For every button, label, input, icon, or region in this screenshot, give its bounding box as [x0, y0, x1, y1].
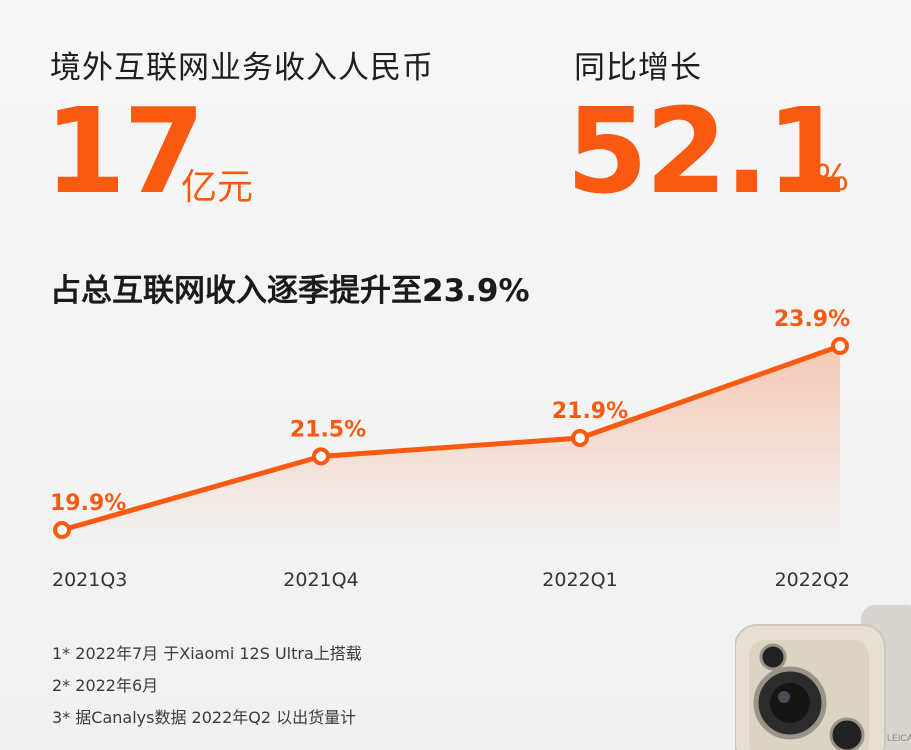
growth-value: 52.1 — [566, 82, 848, 220]
phone-badge: LEICA — [887, 733, 911, 743]
data-label-2022Q2: 23.9% — [774, 307, 850, 332]
footnote-3: 3* 据Canalys数据 2022年Q2 以出货量计 — [52, 708, 357, 727]
footnote-1: 1* 2022年7月 于Xiaomi 12S Ultra上搭载 — [52, 644, 362, 663]
area-fill — [62, 346, 840, 545]
data-point-2021Q4 — [312, 447, 330, 466]
data-point-2022Q2 — [831, 337, 849, 355]
phone-image: LEICA — [735, 605, 911, 750]
chart-title: 占总互联网收入逐季提升至23.9% — [50, 273, 530, 309]
footnotes: 1* 2022年7月 于Xiaomi 12S Ultra上搭载 2* 2022年… — [52, 638, 362, 734]
data-label-2021Q3: 19.9% — [50, 491, 126, 516]
data-label-2022Q1: 21.9% — [552, 399, 628, 424]
x-tick-2022Q1: 2022Q1 — [542, 569, 617, 591]
growth-unit: % — [815, 158, 850, 199]
revenue-label: 境外互联网业务收入人民币 — [50, 50, 434, 86]
revenue-value: 17 — [44, 82, 205, 220]
data-label-2021Q4: 21.5% — [290, 417, 366, 442]
footnote-2: 2* 2022年6月 — [52, 676, 159, 695]
x-tick-2021Q3: 2021Q3 — [52, 569, 127, 591]
data-point-2021Q3 — [53, 521, 71, 539]
growth-label: 同比增长 — [574, 50, 702, 86]
x-tick-2021Q4: 2021Q4 — [283, 569, 358, 591]
x-tick-2022Q2: 2022Q2 — [775, 569, 850, 591]
revenue-unit: 亿元 — [181, 167, 254, 208]
series-line — [59, 343, 843, 533]
data-point-2022Q1 — [571, 429, 589, 447]
